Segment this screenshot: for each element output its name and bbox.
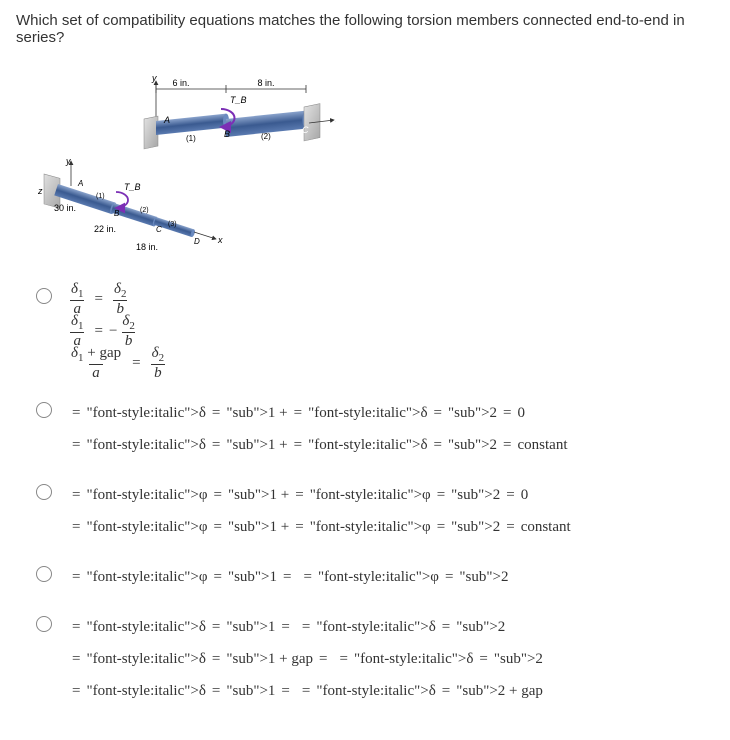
fig-bot-d2: 22 in. [94, 224, 116, 234]
option-content-3: ="font-style:italic">φ="sub">1 = ="font-… [66, 564, 508, 596]
option-content-4: ="font-style:italic">δ="sub">1 = ="font-… [66, 614, 543, 710]
fig-top-x-label: x [335, 114, 336, 124]
fig-top-B: B [224, 129, 230, 139]
option-0-line-0: δ1a=δ2b [66, 286, 169, 312]
option-4[interactable]: ="font-style:italic">δ="sub">1 = ="font-… [36, 614, 714, 710]
fig-bot-d1: 30 in. [54, 203, 76, 213]
fig-bot-d3: 18 in. [136, 242, 158, 252]
option-2-line-0: ="font-style:italic">φ="sub">1 + ="font-… [66, 482, 571, 508]
radio-0[interactable] [36, 288, 52, 304]
fig-bot-n2: (2) [140, 207, 149, 214]
fig-bot-torque: T_B [124, 182, 141, 192]
fig-bot-y-label: y [65, 156, 71, 166]
options-list: δ1a=δ2b δ1a=−δ2b δ1 + gapa=δ2b ="font-style… [36, 286, 714, 710]
option-4-line-0: ="font-style:italic">δ="sub">1 = ="font-… [66, 614, 543, 640]
option-content-0: δ1a=δ2b δ1a=−δ2b δ1 + gapa=δ2b [66, 286, 169, 382]
fig-top-y-label: y [151, 73, 157, 83]
fig-top-d2: 8 in. [257, 78, 274, 88]
fig-top-torque: T_B [230, 95, 247, 105]
fig-bot-C: C [156, 225, 162, 234]
option-1-line-0: ="font-style:italic">δ="sub">1 + ="font-… [66, 400, 568, 426]
fig-top-n2: (2) [261, 132, 271, 141]
fig-top-C: C [302, 125, 309, 135]
fig-bot-D: D [194, 237, 200, 246]
fig-bot-A: A [77, 179, 83, 188]
option-1[interactable]: ="font-style:italic">δ="sub">1 + ="font-… [36, 400, 714, 464]
option-2-line-1: ="font-style:italic">φ="sub">1 + ="font-… [66, 514, 571, 540]
option-0-line-2: δ1 + gapa=δ2b [66, 350, 169, 376]
option-content-2: ="font-style:italic">φ="sub">1 + ="font-… [66, 482, 571, 546]
fig-top-n1: (1) [186, 134, 196, 143]
option-4-line-1: ="font-style:italic">δ="sub">1 + gap = =… [66, 646, 543, 672]
option-3[interactable]: ="font-style:italic">φ="sub">1 = ="font-… [36, 564, 714, 596]
option-0[interactable]: δ1a=δ2b δ1a=−δ2b δ1 + gapa=δ2b [36, 286, 714, 382]
fig-bot-x-label: x [217, 235, 223, 245]
figure-area: y 6 in. 8 in. T_B A B C ( [36, 66, 714, 256]
fig-bot-n3: (3) [168, 221, 177, 228]
radio-1[interactable] [36, 402, 52, 418]
question-text: Which set of compatibility equations mat… [16, 12, 714, 46]
radio-2[interactable] [36, 484, 52, 500]
option-content-1: ="font-style:italic">δ="sub">1 + ="font-… [66, 400, 568, 464]
fig-top-A: A [163, 115, 170, 125]
torsion-figure: y 6 in. 8 in. T_B A B C ( [36, 66, 336, 256]
radio-4[interactable] [36, 616, 52, 632]
fig-bot-z: z [37, 186, 43, 196]
fig-top-d1: 6 in. [172, 78, 189, 88]
fig-bot-B: B [114, 209, 120, 218]
option-0-line-1: δ1a=−δ2b [66, 318, 169, 344]
option-2[interactable]: ="font-style:italic">φ="sub">1 + ="font-… [36, 482, 714, 546]
option-3-line-0: ="font-style:italic">φ="sub">1 = ="font-… [66, 564, 508, 590]
fig-bot-n1: (1) [96, 193, 105, 200]
option-4-line-2: ="font-style:italic">δ="sub">1 = ="font-… [66, 678, 543, 704]
option-1-line-1: ="font-style:italic">δ="sub">1 + ="font-… [66, 432, 568, 458]
radio-3[interactable] [36, 566, 52, 582]
